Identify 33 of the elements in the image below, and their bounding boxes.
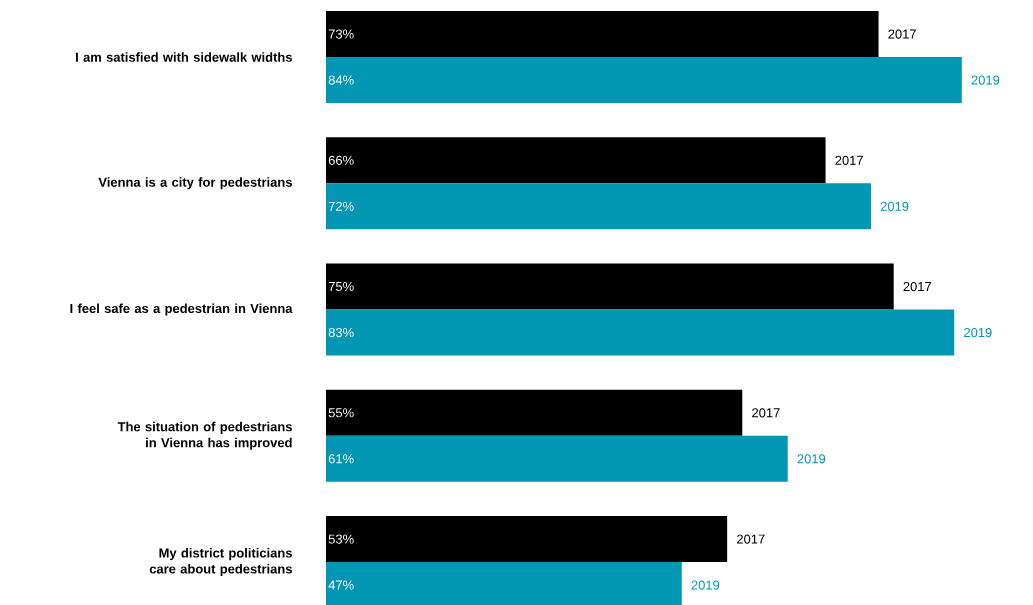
- series-label: 2017: [835, 155, 863, 165]
- series-label: 2019: [691, 580, 720, 590]
- y-tick-label: I am satisfied with sidewalk widths: [75, 52, 292, 62]
- text: 2019: [797, 454, 826, 464]
- data-label: 83%: [328, 327, 354, 338]
- bar: [326, 435, 788, 482]
- bar: [326, 389, 743, 436]
- data-label: 84%: [328, 75, 354, 85]
- text: 2019: [971, 75, 1000, 85]
- text: 2019: [964, 327, 992, 338]
- bar: [326, 137, 826, 184]
- data-label: 47%: [328, 580, 354, 590]
- data-label: 61%: [328, 454, 354, 464]
- bar: [326, 183, 871, 230]
- data-label: 66%: [328, 155, 354, 165]
- y-tick-label: Vienna is a city for pedestrians: [98, 177, 292, 190]
- bar: [326, 309, 955, 356]
- text: 2017: [888, 29, 916, 39]
- data-label: 75%: [328, 282, 354, 292]
- text: 2017: [752, 408, 780, 418]
- bar: [326, 57, 962, 104]
- bar: [326, 11, 879, 58]
- data-label: 53%: [328, 534, 354, 544]
- bar: [326, 263, 894, 310]
- y-tick-label: The situation of pedestrians in Vienna has improved: [117, 421, 292, 450]
- y-tick-label: I feel safe as a pedestrian in Vienna: [70, 303, 293, 316]
- y-tick-label: My district politicians care about pedestrians: [149, 548, 292, 577]
- text: 2017: [903, 281, 932, 292]
- text: 2019: [880, 201, 909, 211]
- text: 2017: [737, 534, 765, 544]
- data-label: 73%: [328, 29, 354, 39]
- data-label: 55%: [328, 408, 354, 418]
- data-label: 72%: [328, 201, 354, 211]
